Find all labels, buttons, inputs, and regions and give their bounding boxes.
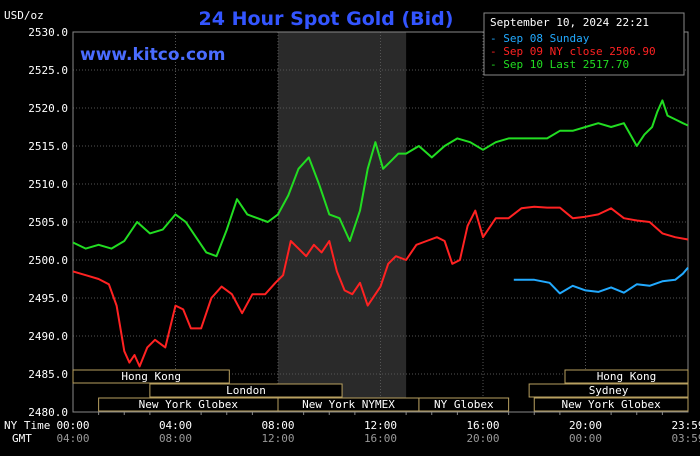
session-label: Sydney (589, 384, 629, 397)
series-line (513, 266, 689, 295)
session-label: Hong Kong (597, 370, 657, 383)
legend-items: - Sep 08 Sunday- Sep 09 NY close 2506.90… (490, 32, 656, 71)
session-label: London (226, 384, 266, 397)
plot-frame (72, 31, 689, 413)
legend-entry: - Sep 10 Last 2517.70 (490, 58, 629, 71)
y-tick-label: 2505.0 (28, 216, 68, 229)
y-tick-label: 2525.0 (28, 64, 68, 77)
y-tick-label: 2510.0 (28, 178, 68, 191)
session-label: Hong Kong (121, 370, 181, 383)
session-label: NY Globex (434, 398, 494, 411)
session-box (72, 369, 230, 384)
ny-time-label: NY Time (4, 419, 50, 432)
x-tick-label-gmt: 08:00 (159, 432, 192, 445)
y-tick-label: 2530.0 (28, 26, 68, 39)
series-lines (72, 99, 689, 368)
watermark: www.kitco.com (80, 45, 225, 65)
y-tick-label: 2500.0 (28, 254, 68, 267)
session-label: New York NYMEX (302, 398, 395, 411)
x-tick-label-ny: 00:00 (56, 419, 89, 432)
legend-entry: - Sep 08 Sunday (490, 32, 590, 45)
legend-entry: - Sep 09 NY close 2506.90 (490, 45, 656, 58)
y-tick-label: 2515.0 (28, 140, 68, 153)
session-box (149, 383, 343, 398)
session-box (528, 383, 689, 398)
x-tick-label-ny: 08:00 (261, 419, 294, 432)
legend-box (483, 12, 685, 76)
y-tick-label: 2485.0 (28, 368, 68, 381)
chart-title: 24 Hour Spot Gold (Bid) (199, 8, 454, 30)
x-tick-label-ny: 16:00 (466, 419, 499, 432)
series-line (72, 99, 689, 258)
y-tick-label: 2495.0 (28, 292, 68, 305)
x-tick-label-gmt: 03:59 (671, 432, 700, 445)
x-tick-label-ny: 23:59 (671, 419, 700, 432)
y-tick-label: 2490.0 (28, 330, 68, 343)
y-axis-ticks: 2530.0 2525.0 2520.0 2515.0 2510.0 2505.0 2500… (28, 26, 68, 419)
x-tick-label-ny: 12:00 (364, 419, 397, 432)
session-box (418, 397, 510, 412)
gmt-label: GMT (12, 432, 32, 445)
y-tick-label: 2480.0 (28, 406, 68, 419)
legend-datetime: September 10, 2024 22:21 (490, 16, 649, 29)
session-label: New York Globex (139, 398, 239, 411)
series-line (72, 205, 689, 368)
x-tick-label-gmt: 04:00 (56, 432, 89, 445)
y-tick-label: 2520.0 (28, 102, 68, 115)
x-tick-label-gmt: 00:00 (569, 432, 602, 445)
session-box (533, 397, 689, 412)
x-axis-ticks: 00:0004:0004:0008:0008:0012:0012:0016:00… (56, 419, 700, 445)
x-tick-label-ny: 20:00 (569, 419, 602, 432)
session-box (564, 369, 689, 384)
x-tick-label-ny: 04:00 (159, 419, 192, 432)
legend: September 10, 2024 22:21 - Sep 08 Sunday… (483, 12, 685, 76)
x-tick-label-gmt: 12:00 (261, 432, 294, 445)
session-label: New York Globex (561, 398, 661, 411)
x-tick-label-gmt: 20:00 (466, 432, 499, 445)
x-tick-label-gmt: 16:00 (364, 432, 397, 445)
unit-label: USD/oz (4, 9, 44, 22)
